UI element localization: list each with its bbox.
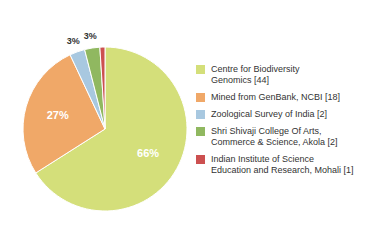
- svg-text:66%: 66%: [137, 147, 159, 159]
- html-text:Shri Shivaji College Of Arts,: Shri Shivaji College Of Arts, Commerce &…: [211, 126, 338, 147]
- html-text:Centre for Biodiversity Genomi: Centre for Biodiversity Genomics [44]: [211, 64, 300, 85]
- html-text:Zoological Survey of India [2]: Zoological Survey of India [2]: [211, 109, 328, 119]
- html-text:Indian Institute of Science Ed: Indian Institute of Science Education an…: [211, 154, 354, 175]
- svg-text:3%: 3%: [84, 31, 97, 41]
- html-text:Mined from GenBank, NCBI [18]: Mined from GenBank, NCBI [18]: [211, 92, 341, 102]
- svg-text:27%: 27%: [47, 109, 69, 121]
- svg-text:3%: 3%: [67, 36, 80, 46]
